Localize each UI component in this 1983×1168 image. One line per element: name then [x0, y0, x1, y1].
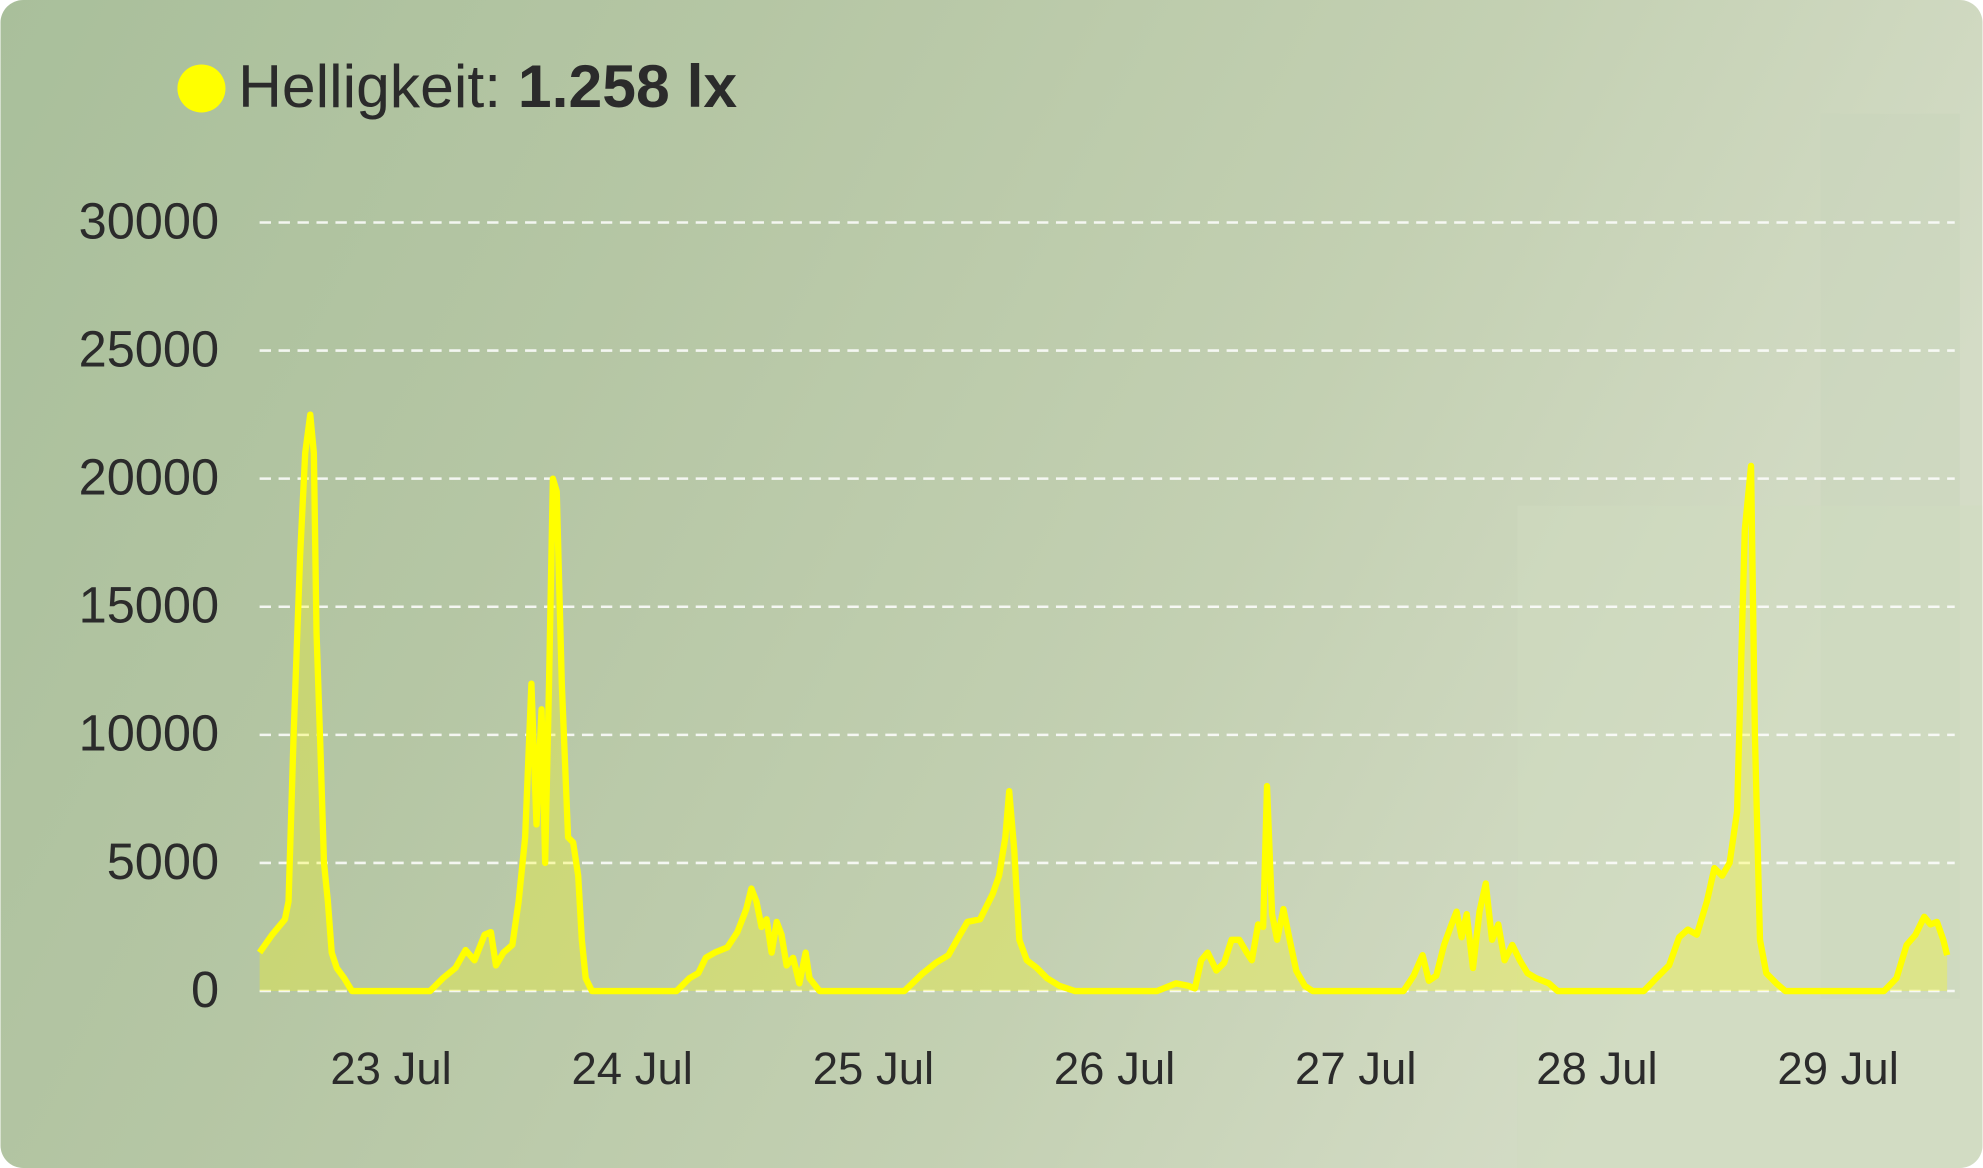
- line: [257, 411, 1951, 995]
- legend-label: Helligkeit: 1.258 lx: [238, 52, 737, 120]
- legend-marker: [177, 64, 226, 113]
- y-tick-label: 0: [191, 961, 219, 1018]
- x-tick-label: 27 Jul: [1295, 1043, 1416, 1094]
- y-tick-label: 5000: [107, 833, 219, 890]
- grid: 0 5000 10000 15000 20000 25000 30000 23 Jul 24 J…: [79, 192, 1955, 1094]
- legend-value: 1.258 lx: [518, 52, 737, 120]
- x-tick-label: 25 Jul: [813, 1043, 934, 1094]
- y-tick-label: 25000: [79, 320, 220, 377]
- x-tick-label: 26 Jul: [1054, 1043, 1175, 1094]
- y-tick-label: 30000: [79, 192, 220, 249]
- x-tick-label: 28 Jul: [1536, 1043, 1657, 1094]
- x-tick-label: 24 Jul: [572, 1043, 693, 1094]
- y-tick-label: 20000: [79, 449, 220, 506]
- y-tick-label: 10000: [79, 705, 220, 762]
- legend-name: Helligkeit:: [238, 52, 501, 120]
- plot: [257, 411, 1951, 995]
- x-tick-label: 29 Jul: [1777, 1043, 1898, 1094]
- x-tick-label: 23 Jul: [330, 1043, 451, 1094]
- y-tick-label: 15000: [79, 577, 220, 634]
